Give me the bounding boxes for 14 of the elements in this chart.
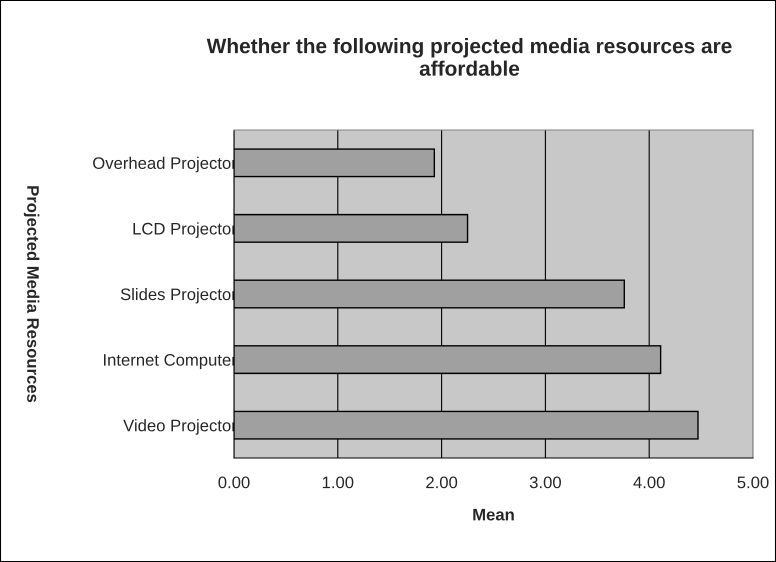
x-axis-title: Mean bbox=[473, 508, 514, 520]
x-tick-label: 3.00 bbox=[530, 476, 561, 488]
x-tick-label: 2.00 bbox=[426, 476, 458, 488]
y-tick-label: Video Projector bbox=[123, 419, 237, 435]
x-tick-label: 4.00 bbox=[633, 476, 665, 488]
y-tick-label: Internet Computer bbox=[104, 354, 237, 370]
y-tick-label: Overhead Projector bbox=[93, 156, 237, 172]
y-tick-label: Slides Projector bbox=[120, 288, 237, 304]
x-tick-label: 5.00 bbox=[737, 476, 769, 488]
y-axis-title: Projected Media Resources bbox=[24, 186, 40, 402]
x-tick-label: 1.00 bbox=[322, 476, 354, 488]
chart-title: Whether the following projected media resources are affordable bbox=[206, 38, 732, 76]
y-tick-label: LCD Projector bbox=[133, 222, 237, 238]
x-tick-label: 0.00 bbox=[218, 476, 250, 488]
